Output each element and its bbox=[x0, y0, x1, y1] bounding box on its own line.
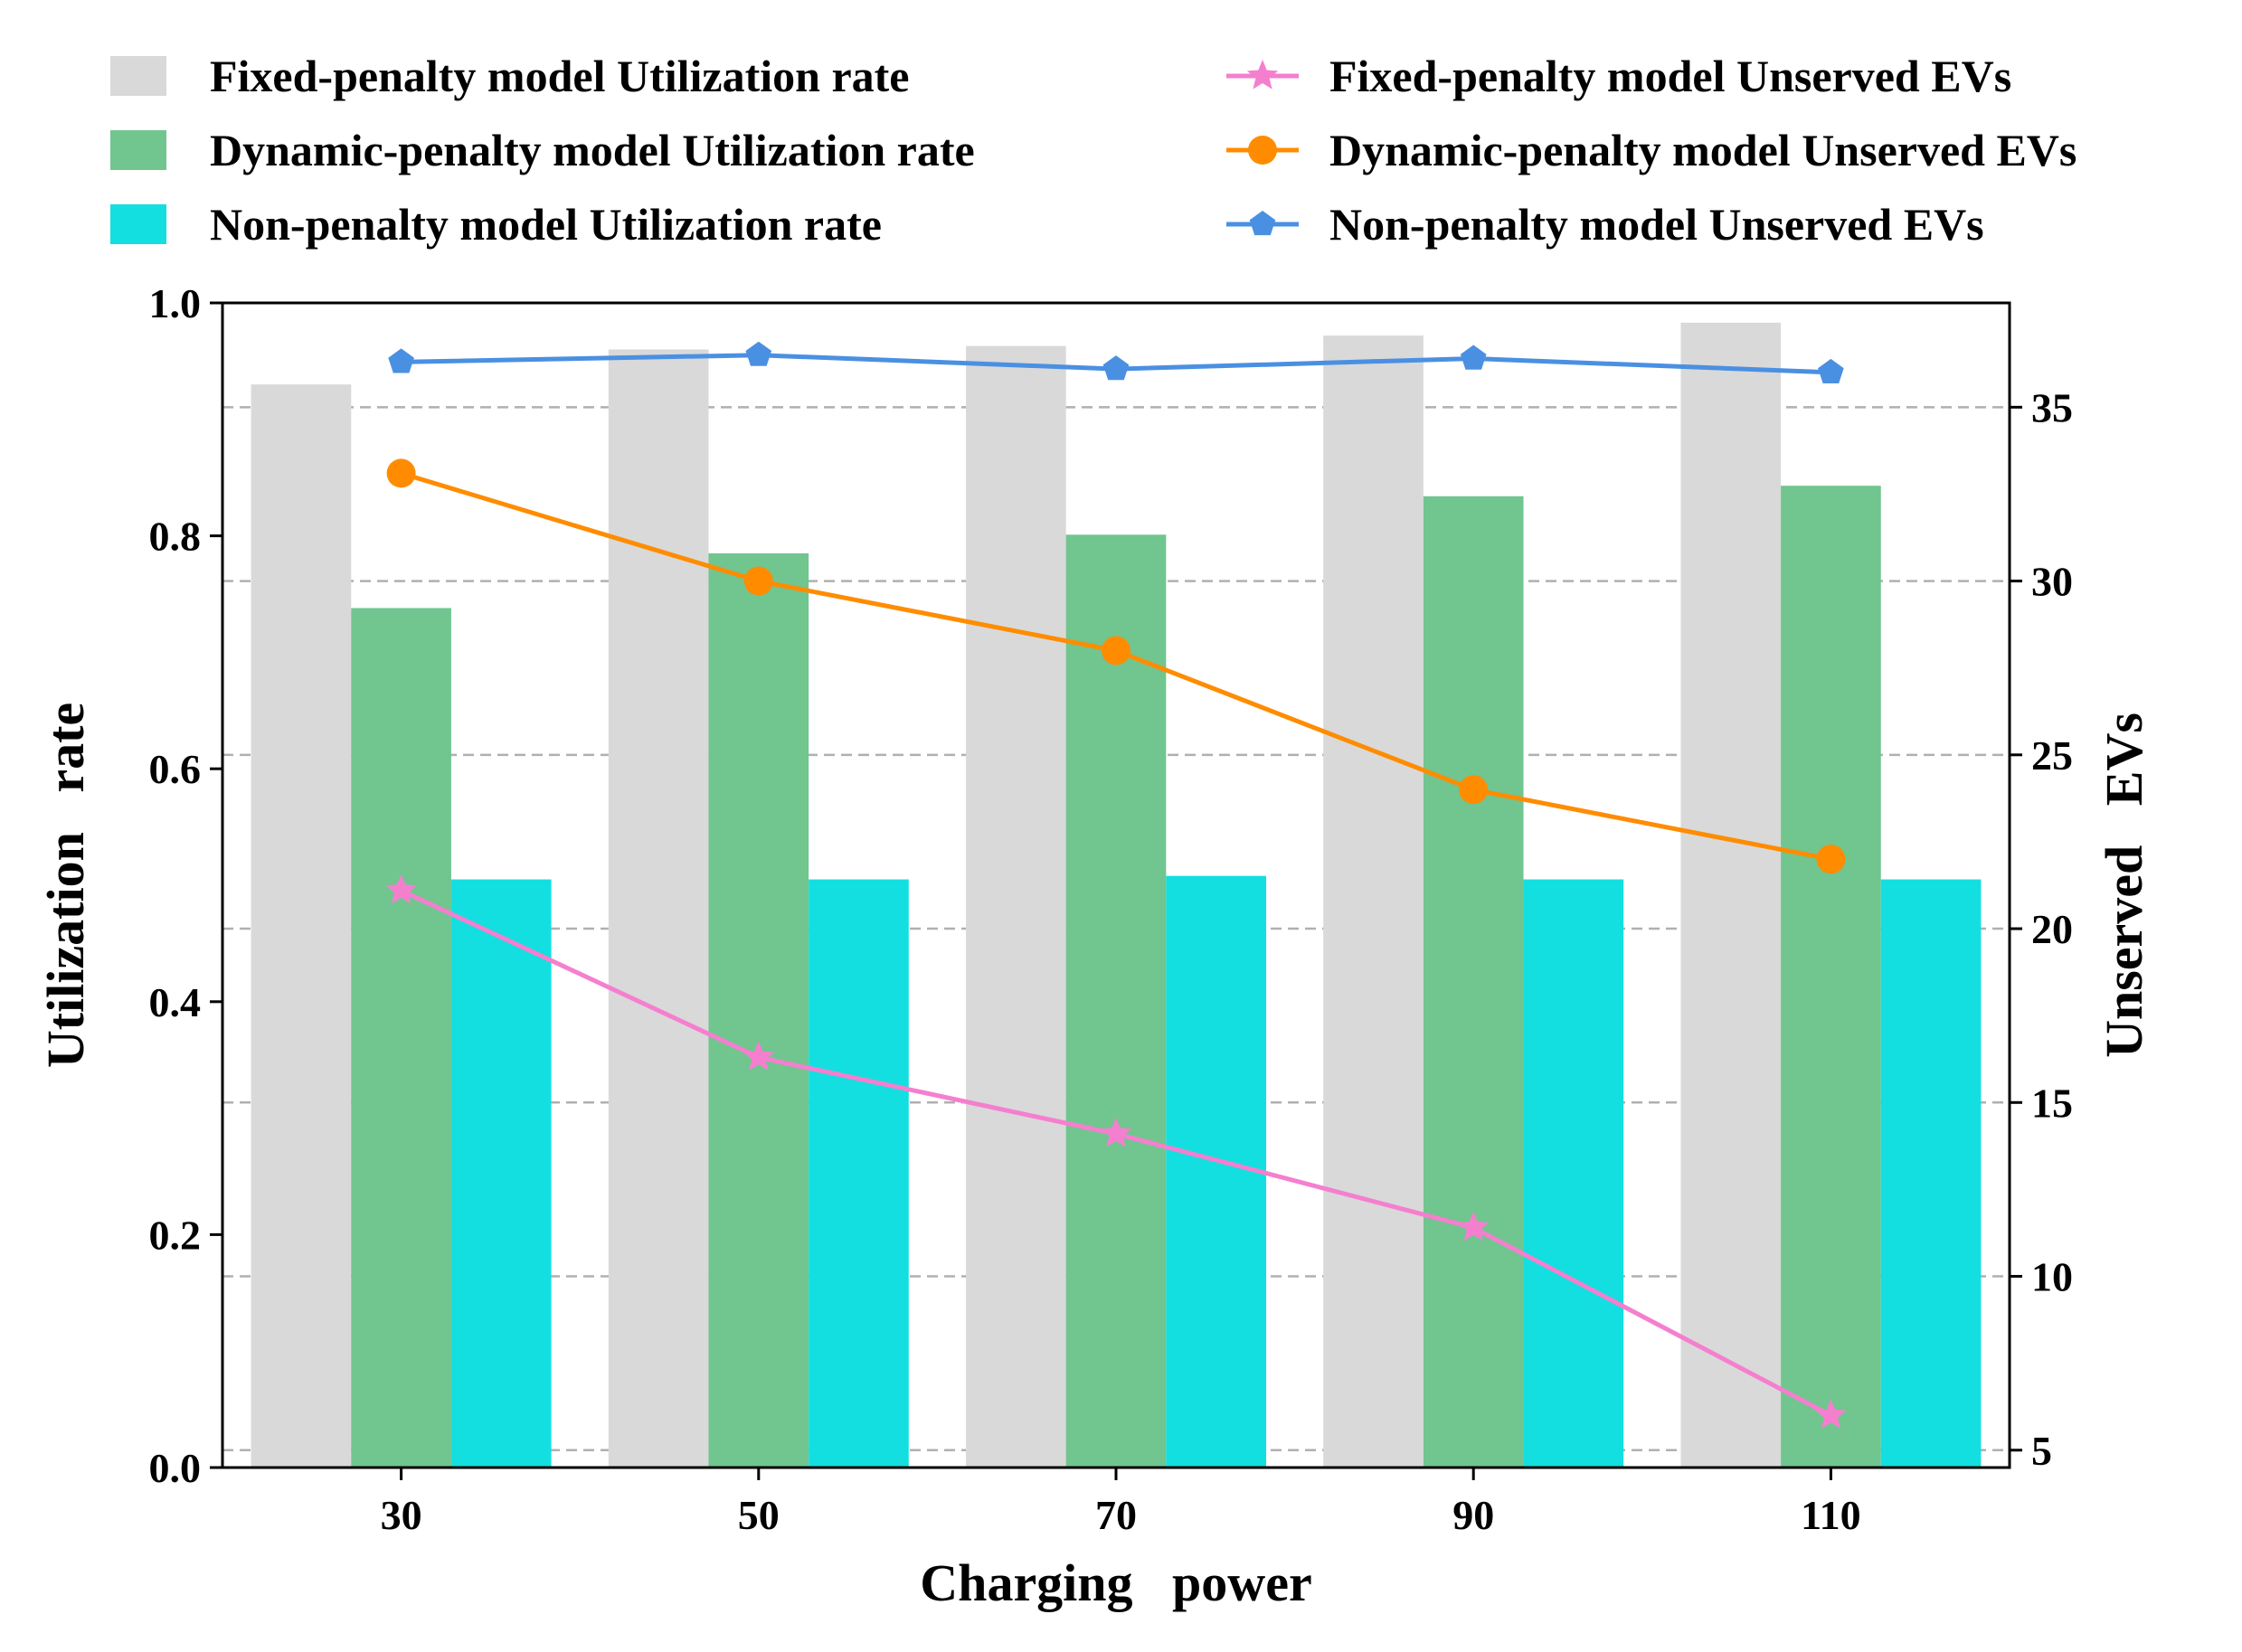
right-tick-label: 35 bbox=[2031, 384, 2073, 430]
marker-2-30 bbox=[386, 458, 416, 488]
marker-1-50 bbox=[743, 1041, 774, 1071]
right-tick-label: 30 bbox=[2031, 559, 2073, 605]
marker-1-90 bbox=[1458, 1211, 1490, 1241]
legend-label-bar-2: Dynamic-penalty model Utilization rate bbox=[210, 125, 975, 175]
marker-2-50 bbox=[743, 566, 773, 596]
bar-3-50 bbox=[809, 879, 909, 1468]
x-axis: 30 50 70 90 110 bbox=[381, 1468, 1861, 1538]
marker-3-110 bbox=[1818, 358, 1844, 383]
legend-label-bar-3: Non-penalty model Utilization rate bbox=[210, 199, 882, 250]
bar-2-70 bbox=[1065, 534, 1167, 1468]
x-axis-title: Charging power bbox=[920, 1553, 1311, 1612]
left-axis: 0.0 0.2 0.4 0.6 0.8 1.0 bbox=[149, 280, 222, 1491]
x-tick-label: 30 bbox=[381, 1492, 422, 1538]
marker-3-50 bbox=[745, 341, 772, 366]
marker-3-70 bbox=[1102, 355, 1130, 381]
right-tick-label: 15 bbox=[2031, 1080, 2073, 1126]
marker-2-110 bbox=[1816, 845, 1846, 874]
bar-2-50 bbox=[708, 552, 809, 1468]
x-tick-label: 90 bbox=[1452, 1492, 1494, 1538]
marker-1-30 bbox=[385, 873, 417, 904]
marker-2-90 bbox=[1459, 775, 1489, 805]
left-tick-label: 1.0 bbox=[149, 280, 202, 326]
bar-2-90 bbox=[1423, 496, 1524, 1468]
right-axis: 5 10 15 20 25 30 35 bbox=[2010, 384, 2073, 1474]
marker-3-30 bbox=[388, 348, 414, 373]
legend-marker-2 bbox=[1248, 136, 1277, 165]
x-tick-label: 50 bbox=[738, 1492, 780, 1538]
right-tick-label: 20 bbox=[2031, 906, 2073, 952]
legend-label-line-3: Non-penalty model Unserved EVs bbox=[1329, 199, 1984, 250]
bar-3-90 bbox=[1523, 879, 1624, 1468]
bar-3-70 bbox=[1166, 875, 1266, 1468]
bar-1-30 bbox=[251, 384, 352, 1468]
bar-2-30 bbox=[351, 608, 451, 1468]
legend-label-line-2: Dynamic-penalty model Unserved EVs bbox=[1329, 125, 2076, 175]
legend-label-line-1: Fixed-penalty model Unserved EVs bbox=[1329, 51, 2011, 101]
bars bbox=[251, 322, 1982, 1468]
left-tick-label: 0.8 bbox=[149, 514, 202, 560]
marker-3-90 bbox=[1460, 345, 1487, 370]
left-tick-label: 0.0 bbox=[149, 1445, 202, 1491]
bar-1-110 bbox=[1680, 322, 1782, 1468]
bar-3-30 bbox=[450, 879, 552, 1468]
bar-2-110 bbox=[1781, 486, 1881, 1468]
legend-label-bar-1: Fixed-penalty model Utilization rate bbox=[210, 51, 910, 101]
left-tick-label: 0.6 bbox=[149, 746, 202, 792]
legend-marker-3 bbox=[1249, 211, 1276, 236]
markers bbox=[385, 341, 1847, 1429]
x-tick-label: 70 bbox=[1095, 1492, 1137, 1538]
legend-swatch-bar-3 bbox=[110, 204, 166, 244]
bar-3-110 bbox=[1880, 879, 1982, 1468]
y-axis-left-title: Utilization rate bbox=[36, 703, 95, 1068]
legend: Fixed-penalty model Utilization rate Dyna… bbox=[110, 51, 2076, 250]
legend-swatch-bar-1 bbox=[110, 56, 166, 96]
legend-marker-1 bbox=[1246, 60, 1279, 90]
bar-1-50 bbox=[608, 349, 709, 1468]
marker-2-70 bbox=[1102, 636, 1130, 666]
left-tick-label: 0.4 bbox=[149, 979, 202, 1025]
right-tick-label: 5 bbox=[2031, 1428, 2052, 1474]
legend-swatch-bar-2 bbox=[110, 130, 166, 170]
right-tick-label: 25 bbox=[2031, 732, 2073, 779]
marker-1-70 bbox=[1100, 1117, 1132, 1147]
right-tick-label: 10 bbox=[2031, 1254, 2073, 1300]
left-tick-label: 0.2 bbox=[149, 1212, 202, 1258]
bar-1-90 bbox=[1323, 335, 1424, 1468]
bar-1-70 bbox=[966, 345, 1066, 1468]
x-tick-label: 110 bbox=[1801, 1492, 1860, 1538]
marker-1-110 bbox=[1815, 1399, 1847, 1429]
y-axis-right-title: Unserved EVs bbox=[2095, 713, 2153, 1058]
